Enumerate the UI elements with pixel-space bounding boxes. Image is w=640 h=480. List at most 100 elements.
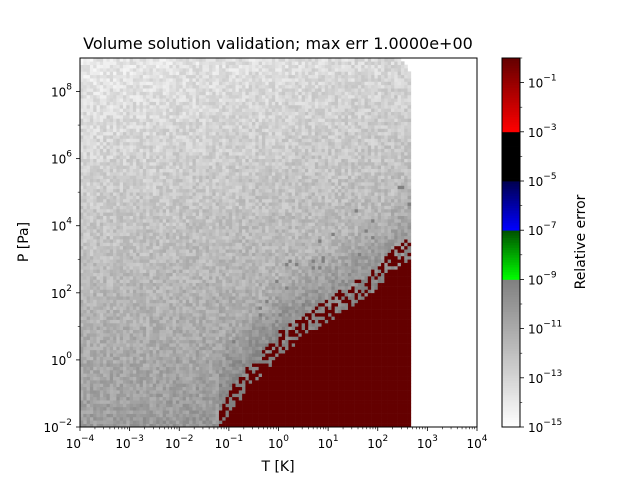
heatmap-cell [192,78,197,82]
heatmap-cell [209,272,213,277]
heatmap-cell [93,78,97,82]
heatmap-cell [199,265,203,270]
heatmap-cell [129,423,134,428]
heatmap-cell [136,148,140,153]
heatmap-cell [129,245,134,250]
heatmap-cell [209,416,213,421]
heatmap-cell [218,215,223,220]
heatmap-cell [169,276,173,280]
heatmap-cell [146,125,150,129]
heatmap-cell [136,369,140,374]
heatmap-cell [103,215,107,220]
heatmap-cell [202,94,207,99]
heatmap-cell [132,410,137,414]
heatmap-cell [199,316,203,320]
heatmap-cell [83,356,87,361]
heatmap-cell [195,420,200,424]
heatmap-cell [99,380,104,384]
heatmap-cell [89,91,94,96]
heatmap-cell [126,323,130,327]
heatmap-cell [169,68,173,72]
heatmap-cell [179,276,183,280]
heatmap-cell [83,245,87,250]
heatmap-cell [132,343,137,347]
heatmap-cell [172,202,177,206]
heatmap-cell [146,141,150,146]
heatmap-cell [156,172,160,176]
heatmap-cell [136,151,140,156]
heatmap-cell [209,205,213,210]
heatmap-cell [195,403,200,408]
heatmap-cell [205,168,210,173]
heatmap-cell [152,366,157,371]
heatmap-cell [149,61,154,65]
heatmap-cell [192,185,197,190]
heatmap-cell [83,128,87,133]
heatmap-cell [113,245,117,250]
heatmap-cell [116,400,120,404]
heatmap-cell [179,165,183,169]
heatmap-cell [192,108,197,112]
heatmap-cell [126,138,130,143]
heatmap-cell [156,192,160,196]
heatmap-cell [116,151,120,156]
heatmap-cell [152,343,157,347]
heatmap-cell [113,265,117,270]
heatmap-cell [166,195,170,200]
heatmap-cell [106,343,111,347]
heatmap-cell [146,88,150,92]
heatmap-cell [172,393,177,398]
heatmap-cell [132,135,137,139]
heatmap-cell [106,215,111,220]
heatmap-cell [156,229,160,233]
heatmap-cell [218,302,223,307]
heatmap-cell [162,406,167,411]
heatmap-cell [89,182,94,186]
heatmap-cell [146,423,150,428]
heatmap-cell [195,58,200,62]
heatmap-cell [129,410,134,414]
heatmap-cell [228,356,233,361]
heatmap-cell [93,349,97,354]
heatmap-cell [142,252,147,257]
heatmap-cell [116,356,120,361]
heatmap-cell [99,239,104,243]
heatmap-cell [172,242,177,247]
heatmap-cell [106,349,111,354]
heatmap-cell [225,219,230,223]
heatmap-cell [89,276,94,280]
heatmap-cell [162,259,167,263]
heatmap-cell [99,292,104,297]
heatmap-cell [199,125,203,129]
heatmap-cell [132,188,137,193]
heatmap-cell [179,161,183,166]
heatmap-cell [123,289,127,294]
heatmap-cell [185,356,190,361]
heatmap-cell [132,359,137,364]
heatmap-cell [142,229,147,233]
heatmap-cell [152,205,157,210]
heatmap-cell [189,282,193,287]
heatmap-cell [172,94,177,99]
heatmap-cell [209,356,213,361]
heatmap-cell [222,229,226,233]
heatmap-cell [169,343,173,347]
heatmap-cell [106,265,111,270]
heatmap-cell [156,242,160,247]
heatmap-cell [96,98,101,102]
heatmap-cell [182,138,187,143]
heatmap-cell [169,84,173,89]
heatmap-cell [103,104,107,109]
heatmap-cell [139,192,144,196]
heatmap-cell [175,396,180,401]
heatmap-cell [132,292,137,297]
heatmap-cell [149,121,154,126]
heatmap-cell [113,292,117,297]
heatmap-cell [136,255,140,260]
heatmap-cell [152,138,157,143]
heatmap-cell [142,316,147,320]
heatmap-cell [159,131,164,136]
heatmap-cell [199,245,203,250]
heatmap-cell [132,205,137,210]
heatmap-cell [103,309,107,314]
